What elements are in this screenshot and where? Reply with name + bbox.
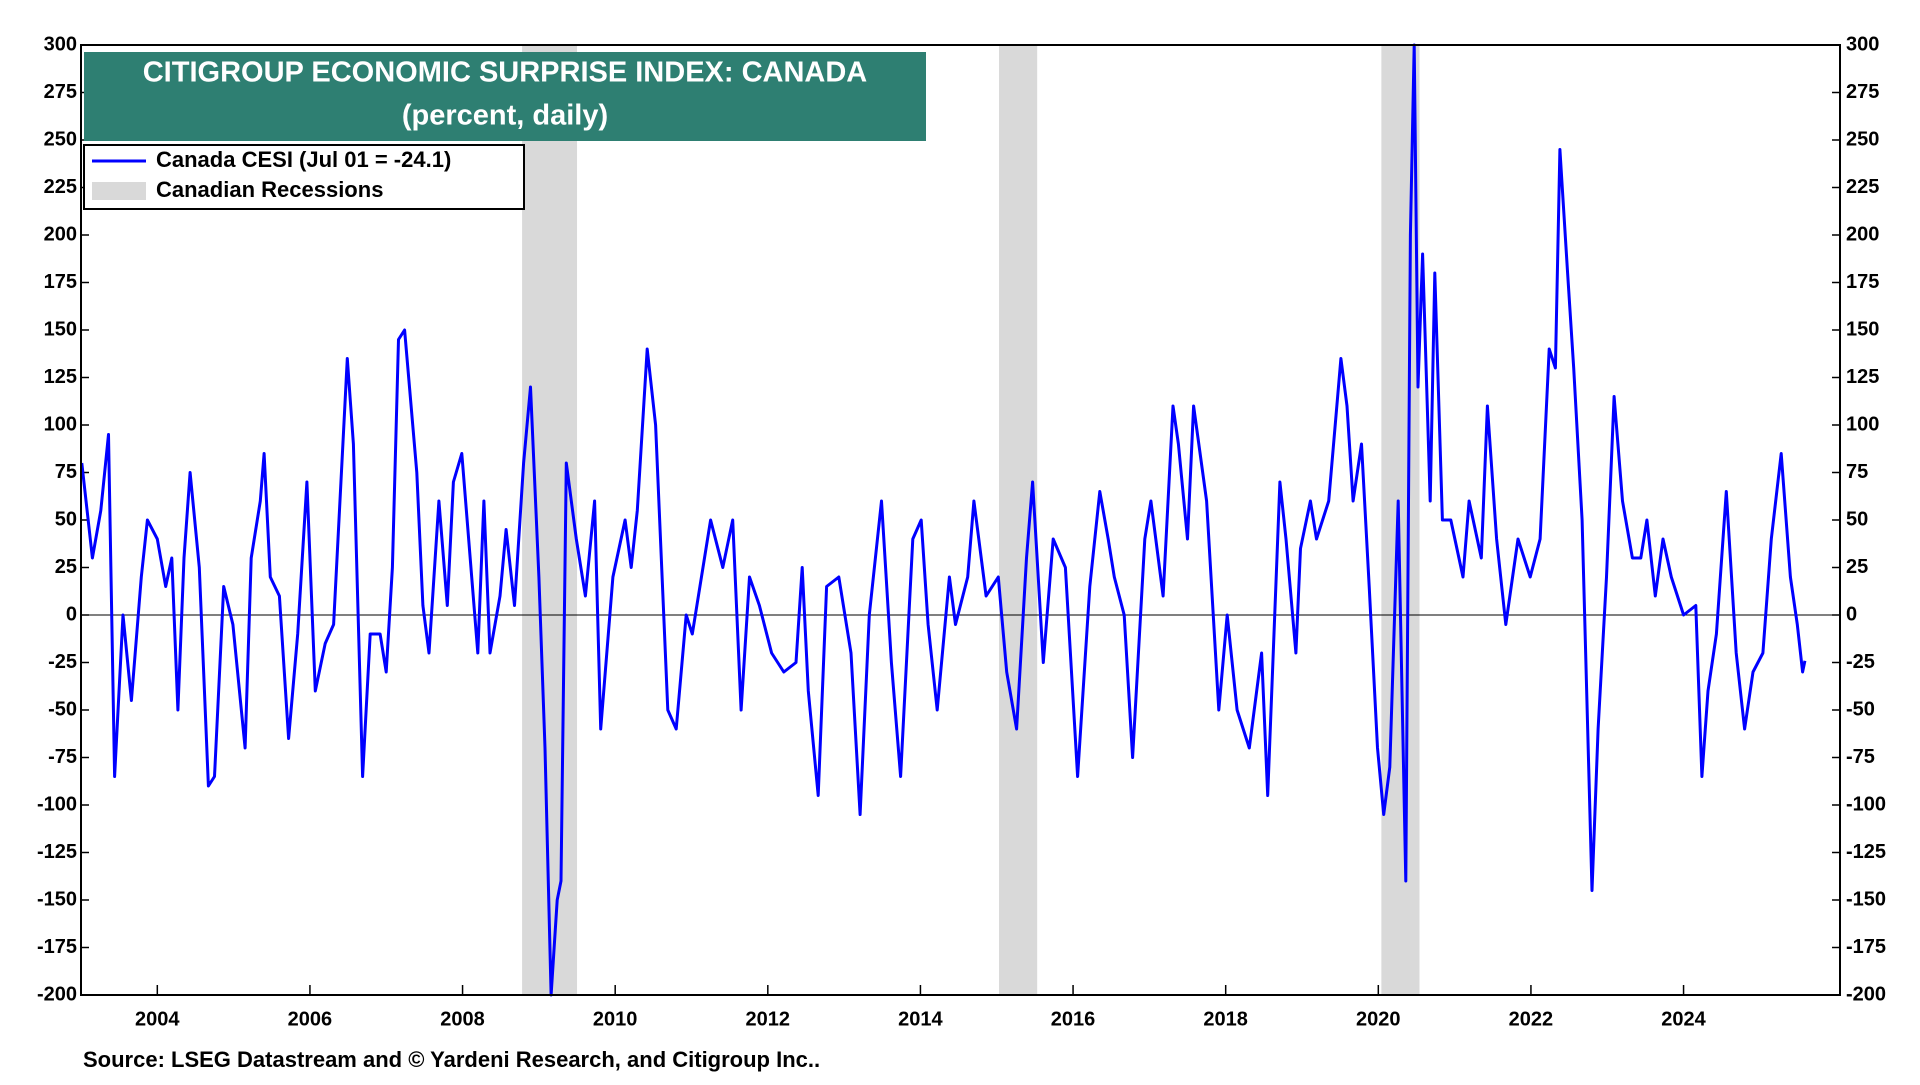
y2-tick-label: 200: [1846, 223, 1879, 245]
x-tick-label: 2006: [288, 1008, 333, 1030]
y-tick-label: -25: [48, 651, 77, 673]
recession-band: [522, 45, 578, 995]
y2-tick-label: 75: [1846, 461, 1868, 483]
y-tick-label: 50: [55, 508, 77, 530]
y-tick-label: 200: [44, 223, 77, 245]
plot-frame: [80, 44, 1841, 996]
y2-tick-label: 100: [1846, 413, 1879, 435]
x-tick-label: 2010: [593, 1008, 638, 1030]
recession-band: [999, 45, 1038, 995]
y-tick-label: 100: [44, 413, 77, 435]
y-tick-label: 75: [55, 461, 77, 483]
y-tick-label: 275: [44, 81, 77, 103]
x-tick-label: 2020: [1356, 1008, 1401, 1030]
legend-label: Canada CESI (Jul 01 = -24.1): [156, 147, 451, 172]
y2-tick-label: 125: [1846, 366, 1879, 388]
y2-tick-label: 50: [1846, 508, 1868, 530]
y-tick-label: 150: [44, 318, 77, 340]
y2-tick-label: 275: [1846, 81, 1879, 103]
y2-tick-label: 0: [1846, 603, 1857, 625]
y2-tick-label: 225: [1846, 176, 1879, 198]
x-tick-label: 2018: [1203, 1008, 1248, 1030]
y-tick-label: -150: [37, 888, 77, 910]
y-tick-label: 125: [44, 366, 77, 388]
legend: [83, 144, 525, 210]
y2-tick-label: -150: [1846, 888, 1886, 910]
y2-tick-label: -75: [1846, 746, 1875, 768]
legend-swatch: [92, 182, 146, 200]
y-tick-label: 0: [66, 603, 77, 625]
y2-tick-label: 150: [1846, 318, 1879, 340]
y2-tick-label: 300: [1846, 33, 1879, 55]
y2-tick-label: -25: [1846, 651, 1875, 673]
y-tick-label: 225: [44, 176, 77, 198]
x-tick-label: 2004: [135, 1008, 180, 1030]
x-tick-label: 2024: [1661, 1008, 1706, 1030]
data-line: [80, 43, 1807, 997]
y2-tick-label: 25: [1846, 556, 1868, 578]
x-tick-label: 2008: [440, 1008, 485, 1030]
y2-tick-label: 175: [1846, 271, 1879, 293]
x-tick-label: 2012: [746, 1008, 791, 1030]
y-tick-label: -200: [37, 983, 77, 1005]
y2-tick-label: -125: [1846, 841, 1886, 863]
y2-tick-label: -100: [1846, 793, 1886, 815]
x-tick-label: 2022: [1509, 1008, 1554, 1030]
y-tick-label: 300: [44, 33, 77, 55]
y-tick-label: 25: [55, 556, 77, 578]
source-note: Source: LSEG Datastream and © Yardeni Re…: [83, 1047, 820, 1072]
y-tick-label: -175: [37, 936, 77, 958]
y-tick-label: 175: [44, 271, 77, 293]
recession-band: [1381, 45, 1420, 995]
y2-tick-label: -175: [1846, 936, 1886, 958]
x-tick-label: 2016: [1051, 1008, 1096, 1030]
legend-label: Canadian Recessions: [156, 177, 383, 202]
title-box: [84, 52, 926, 141]
chart-title: CITIGROUP ECONOMIC SURPRISE INDEX: CANAD…: [143, 57, 868, 89]
chart-subtitle: (percent, daily): [402, 100, 608, 132]
y2-tick-label: -200: [1846, 983, 1886, 1005]
y2-tick-label: 250: [1846, 128, 1879, 150]
y2-tick-label: -50: [1846, 698, 1875, 720]
y-tick-label: 250: [44, 128, 77, 150]
y-tick-label: -75: [48, 746, 77, 768]
y-tick-label: -100: [37, 793, 77, 815]
x-tick-label: 2014: [898, 1008, 943, 1030]
y-tick-label: -50: [48, 698, 77, 720]
y-tick-label: -125: [37, 841, 77, 863]
